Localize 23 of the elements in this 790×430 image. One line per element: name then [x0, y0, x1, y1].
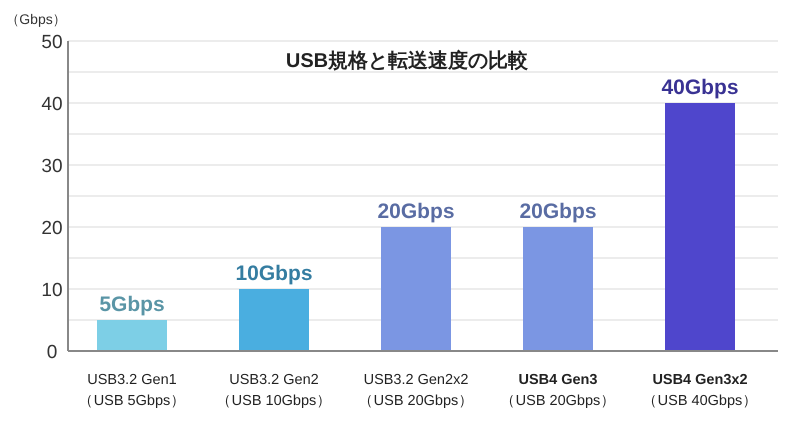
data-label: 40Gbps — [661, 76, 739, 99]
y-tick-label: 10 — [41, 280, 63, 301]
y-tick-label: 40 — [41, 94, 63, 115]
y-tick-label: 50 — [41, 32, 63, 53]
bar — [381, 227, 451, 351]
data-label: 20Gbps — [519, 200, 597, 223]
data-label: 10Gbps — [235, 262, 313, 285]
bar — [665, 103, 735, 351]
bar — [239, 289, 309, 351]
bar — [523, 227, 593, 351]
data-label: 20Gbps — [377, 200, 455, 223]
y-tick-label: 30 — [41, 156, 63, 177]
data-label: 5Gbps — [99, 293, 165, 316]
x-tick-label: USB3.2 Gen2 （USB 10Gbps） — [216, 372, 332, 409]
y-tick-label: 0 — [46, 342, 58, 363]
x-tick-label: USB3.2 Gen2x2 （USB 20Gbps） — [358, 372, 474, 409]
x-tick-label: USB4 Gen3 （USB 20Gbps） — [500, 372, 616, 409]
bar — [97, 320, 167, 351]
y-tick-label: 20 — [41, 218, 63, 239]
chart-title: USB規格と転送速度の比較 — [286, 49, 530, 72]
y-axis-title: （Gbps） — [5, 11, 67, 27]
x-tick-label: USB3.2 Gen1 （USB 5Gbps） — [78, 372, 186, 409]
x-tick-label: USB4 Gen3x2 （USB 40Gbps） — [642, 372, 758, 409]
